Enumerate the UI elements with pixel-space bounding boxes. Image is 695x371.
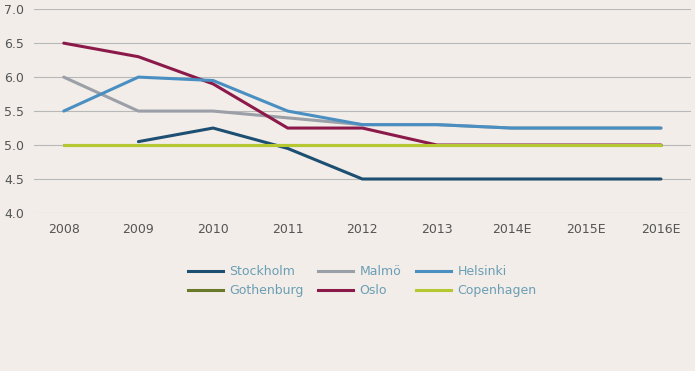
Gothenburg xyxy=(358,143,366,147)
Malmö xyxy=(358,122,366,127)
Gothenburg xyxy=(657,143,665,147)
Malmö xyxy=(284,116,292,120)
Stockholm xyxy=(582,177,591,181)
Helsinki xyxy=(358,122,366,127)
Helsinki xyxy=(134,75,142,79)
Line: Oslo: Oslo xyxy=(64,43,661,145)
Malmö xyxy=(657,126,665,130)
Helsinki xyxy=(582,126,591,130)
Stockholm xyxy=(134,139,142,144)
Malmö xyxy=(507,126,516,130)
Helsinki xyxy=(209,78,218,83)
Oslo xyxy=(358,126,366,130)
Line: Helsinki: Helsinki xyxy=(64,77,661,128)
Malmö xyxy=(582,126,591,130)
Copenhagen xyxy=(358,143,366,147)
Oslo xyxy=(209,82,218,86)
Stockholm xyxy=(657,177,665,181)
Stockholm xyxy=(358,177,366,181)
Gothenburg xyxy=(433,143,441,147)
Oslo xyxy=(284,126,292,130)
Helsinki xyxy=(284,109,292,113)
Malmö xyxy=(60,75,68,79)
Gothenburg xyxy=(60,143,68,147)
Copenhagen xyxy=(209,143,218,147)
Legend: Stockholm, Gothenburg, Malmö, Oslo, Helsinki, Copenhagen: Stockholm, Gothenburg, Malmö, Oslo, Hels… xyxy=(183,260,542,302)
Oslo xyxy=(60,41,68,45)
Stockholm xyxy=(507,177,516,181)
Oslo xyxy=(433,143,441,147)
Copenhagen xyxy=(582,143,591,147)
Copenhagen xyxy=(284,143,292,147)
Gothenburg xyxy=(582,143,591,147)
Copenhagen xyxy=(134,143,142,147)
Helsinki xyxy=(657,126,665,130)
Oslo xyxy=(507,143,516,147)
Line: Stockholm: Stockholm xyxy=(138,128,661,179)
Line: Malmö: Malmö xyxy=(64,77,661,128)
Copenhagen xyxy=(60,143,68,147)
Gothenburg xyxy=(134,143,142,147)
Malmö xyxy=(134,109,142,113)
Copenhagen xyxy=(433,143,441,147)
Helsinki xyxy=(433,122,441,127)
Gothenburg xyxy=(209,143,218,147)
Oslo xyxy=(134,55,142,59)
Stockholm xyxy=(284,146,292,151)
Copenhagen xyxy=(507,143,516,147)
Helsinki xyxy=(60,109,68,113)
Malmö xyxy=(209,109,218,113)
Oslo xyxy=(582,143,591,147)
Malmö xyxy=(433,122,441,127)
Copenhagen xyxy=(657,143,665,147)
Stockholm xyxy=(209,126,218,130)
Stockholm xyxy=(433,177,441,181)
Gothenburg xyxy=(507,143,516,147)
Oslo xyxy=(657,143,665,147)
Gothenburg xyxy=(284,143,292,147)
Helsinki xyxy=(507,126,516,130)
